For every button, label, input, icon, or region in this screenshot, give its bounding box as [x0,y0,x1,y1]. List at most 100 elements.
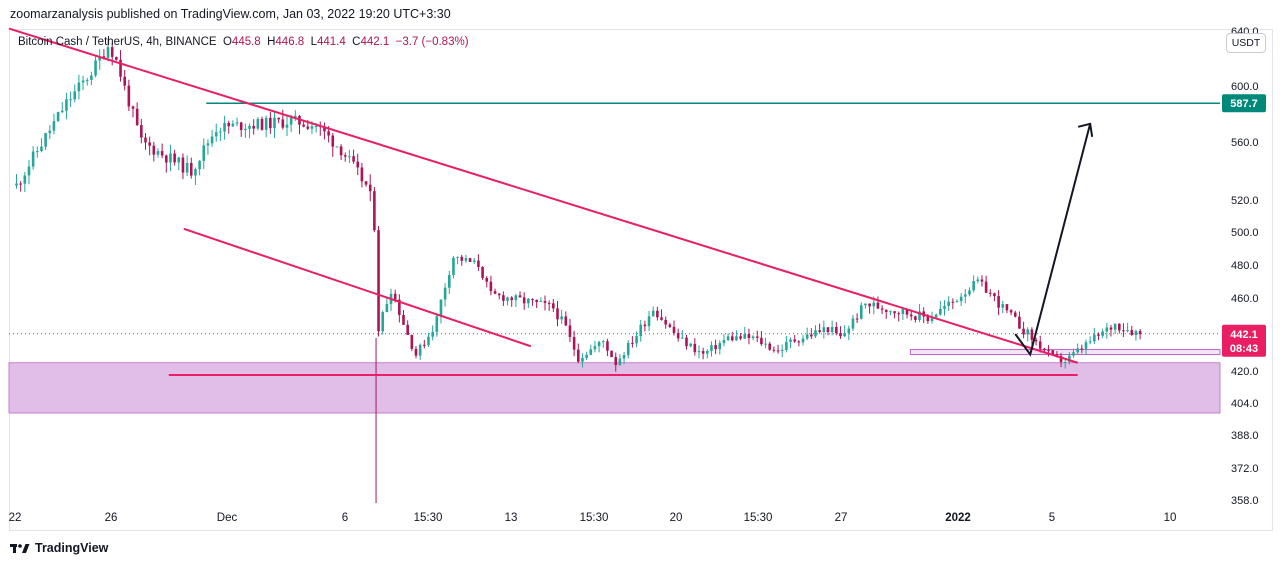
candle [951,301,955,303]
candle [651,310,655,317]
low-value: 441.4 [316,36,346,48]
candle [244,128,247,131]
tradingview-logo-icon [10,544,30,553]
candle [81,80,85,83]
last-price-label: 442.1 [1230,329,1258,341]
candle [593,346,597,350]
candle [772,349,776,351]
candle [656,310,659,318]
candle [447,275,451,288]
brand-label: TradingView [35,541,109,555]
candle [1130,330,1134,336]
candle [48,130,52,134]
candle [747,334,751,339]
candle [110,47,114,57]
candle [148,142,151,146]
candle [123,76,126,86]
candle [768,343,772,350]
candle [335,146,339,148]
candle [219,131,222,133]
candle [327,131,330,136]
candle [348,156,351,158]
currency-button[interactable]: USDT [1226,33,1266,53]
candle [294,115,297,118]
candle [1030,329,1034,340]
candle [822,327,826,332]
candle [31,151,35,167]
candle [743,334,747,339]
candle [552,303,555,309]
x-tick-label: 15:30 [414,512,443,524]
candle [1018,316,1021,329]
candle [135,108,139,126]
candle [947,301,950,307]
candle [893,311,896,314]
candle [576,349,580,362]
candle [227,122,231,127]
candle [1005,304,1009,311]
candle [1122,330,1125,332]
candle [210,136,214,144]
y-tick-label: 358.0 [1231,495,1259,507]
candle [456,256,459,258]
candle [106,47,110,58]
candle [273,117,276,129]
candle [1101,331,1104,336]
candle [847,328,851,334]
candle [835,327,838,334]
candle [780,349,784,351]
candle [1093,334,1096,342]
candle [905,309,909,315]
candle [69,99,72,101]
small-demand-box [909,349,1221,355]
candle [943,306,946,309]
candle [364,181,368,185]
candle [764,343,767,345]
x-tick-label: 13 [505,512,518,524]
high-value: 446.8 [275,36,305,48]
close-value: 442.1 [360,36,390,48]
candle [77,82,81,92]
candle [115,56,118,60]
candle [801,338,805,343]
candle [660,317,663,320]
y-tick-label: 500.0 [1231,227,1259,239]
candle [206,143,210,146]
candle [993,293,996,297]
inner-descending-trendline[interactable] [183,227,532,348]
publisher-line: zoomarzanalysis published on TradingView… [10,7,451,21]
candle [85,79,89,81]
candle [597,341,601,347]
candle [239,122,243,131]
candle [664,319,667,325]
candle [918,311,921,320]
main-descending-trendline[interactable] [8,27,1078,364]
x-tick-label: 10 [1164,512,1177,524]
candle [789,339,792,342]
candle [1068,355,1071,362]
candle [859,305,863,319]
candle [60,110,64,113]
candles-layer [15,38,1142,372]
candle [1038,341,1042,349]
candle [1072,352,1075,356]
y-tick-label: 520.0 [1231,195,1259,207]
candle [173,153,176,163]
candle [1117,323,1121,331]
open-label: O [222,36,232,48]
candle [539,301,543,303]
x-tick-label: Dec [217,512,238,524]
candle [377,230,380,332]
candle [306,126,310,129]
candle [1055,354,1059,356]
candle [414,348,418,356]
candle [914,316,917,320]
candle [1034,339,1038,342]
candle [643,324,647,327]
candle [618,358,622,366]
candle [755,336,759,338]
candle [701,351,705,354]
resistance-price-label: 587.7 [1230,98,1258,110]
candle [706,350,709,354]
